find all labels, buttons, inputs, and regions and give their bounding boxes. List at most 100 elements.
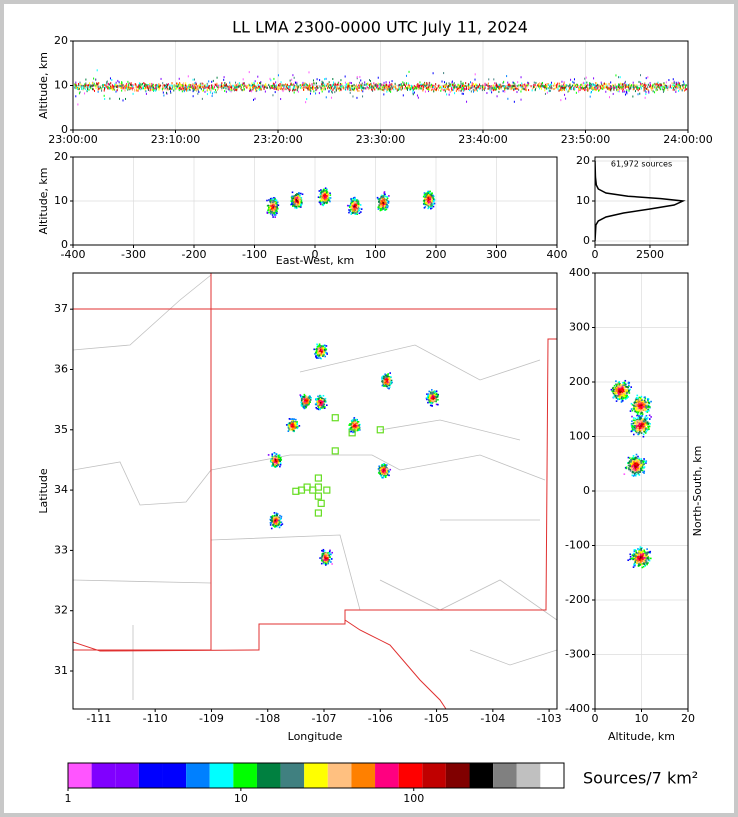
source-density (350, 200, 353, 202)
source-density (474, 73, 476, 76)
source-density (128, 82, 130, 85)
source-density (354, 206, 357, 209)
source-density (651, 89, 653, 92)
source-density (573, 86, 575, 89)
source-density (524, 88, 526, 91)
source-density (579, 86, 581, 89)
source-density (484, 82, 486, 85)
source-density (381, 468, 384, 471)
source-density (379, 198, 381, 201)
source-density (137, 88, 139, 91)
source-density (352, 88, 354, 91)
source-density (350, 202, 353, 205)
source-density (325, 77, 327, 80)
source-density (634, 90, 636, 93)
source-density (339, 83, 341, 86)
source-density (294, 206, 296, 209)
annotation: 61,972 sources (611, 160, 672, 169)
source-density (319, 79, 321, 82)
source-density (285, 85, 287, 88)
source-density (568, 85, 570, 88)
source-density (350, 89, 352, 92)
source-density (94, 89, 96, 92)
source-density (585, 88, 587, 91)
source-density (316, 85, 318, 88)
source-density (526, 86, 528, 89)
source-density (325, 96, 327, 99)
source-density (296, 204, 298, 206)
source-density (103, 83, 105, 86)
source-density (389, 89, 391, 92)
source-density (382, 205, 385, 207)
x-tick-label: 0 (312, 248, 319, 261)
source-density (180, 88, 182, 91)
source-density (377, 82, 379, 85)
source-density (246, 84, 248, 87)
source-density (295, 200, 298, 202)
source-density (295, 196, 298, 198)
source-density (321, 83, 323, 86)
source-density (170, 84, 172, 87)
source-density (600, 81, 602, 84)
source-density (130, 83, 132, 86)
source-density (338, 87, 340, 90)
source-density (142, 87, 144, 90)
source-density (591, 83, 593, 86)
source-density (274, 455, 277, 457)
source-density (384, 476, 387, 479)
source-density (152, 85, 154, 88)
source-density (371, 86, 373, 89)
source-density (355, 200, 358, 203)
source-density (121, 82, 123, 85)
source-density (544, 84, 546, 87)
source-density (425, 84, 427, 87)
source-density (314, 82, 316, 85)
source-density (198, 91, 200, 94)
source-density (386, 473, 389, 476)
source-density (272, 86, 274, 89)
source-density (624, 93, 626, 96)
source-density (384, 204, 386, 206)
source-density (205, 85, 207, 88)
source-density (567, 90, 569, 93)
source-density (319, 396, 322, 399)
source-density (116, 89, 118, 92)
source-density (662, 86, 664, 89)
source-density (583, 86, 585, 89)
source-density (354, 208, 357, 210)
source-density (295, 202, 298, 205)
source-density (83, 87, 85, 90)
source-density (629, 84, 631, 87)
y-tick-label: 10 (54, 194, 68, 207)
source-density (195, 86, 197, 89)
source-density (320, 198, 323, 201)
source-density (350, 206, 352, 208)
source-density (293, 76, 295, 79)
source-density (377, 468, 380, 470)
source-density (272, 84, 274, 87)
source-density (656, 87, 658, 90)
y-tick-label: 20 (576, 154, 590, 167)
source-density (373, 82, 375, 85)
source-density (114, 85, 116, 88)
source-density (272, 210, 274, 212)
source-density (551, 87, 553, 90)
source-density (272, 94, 274, 97)
source-density (323, 188, 325, 191)
source-density (119, 85, 121, 88)
source-density (624, 85, 626, 88)
source-density (455, 89, 457, 92)
source-density (507, 87, 509, 90)
source-density (569, 83, 571, 86)
source-density (488, 78, 490, 81)
source-density (356, 206, 359, 208)
source-density (165, 91, 167, 94)
source-density (388, 474, 390, 477)
source-density (578, 90, 580, 93)
source-density (425, 198, 428, 201)
source-density (353, 202, 356, 205)
source-density (618, 90, 620, 93)
source-density (385, 83, 387, 86)
source-density (642, 83, 644, 86)
source-density (530, 85, 532, 88)
